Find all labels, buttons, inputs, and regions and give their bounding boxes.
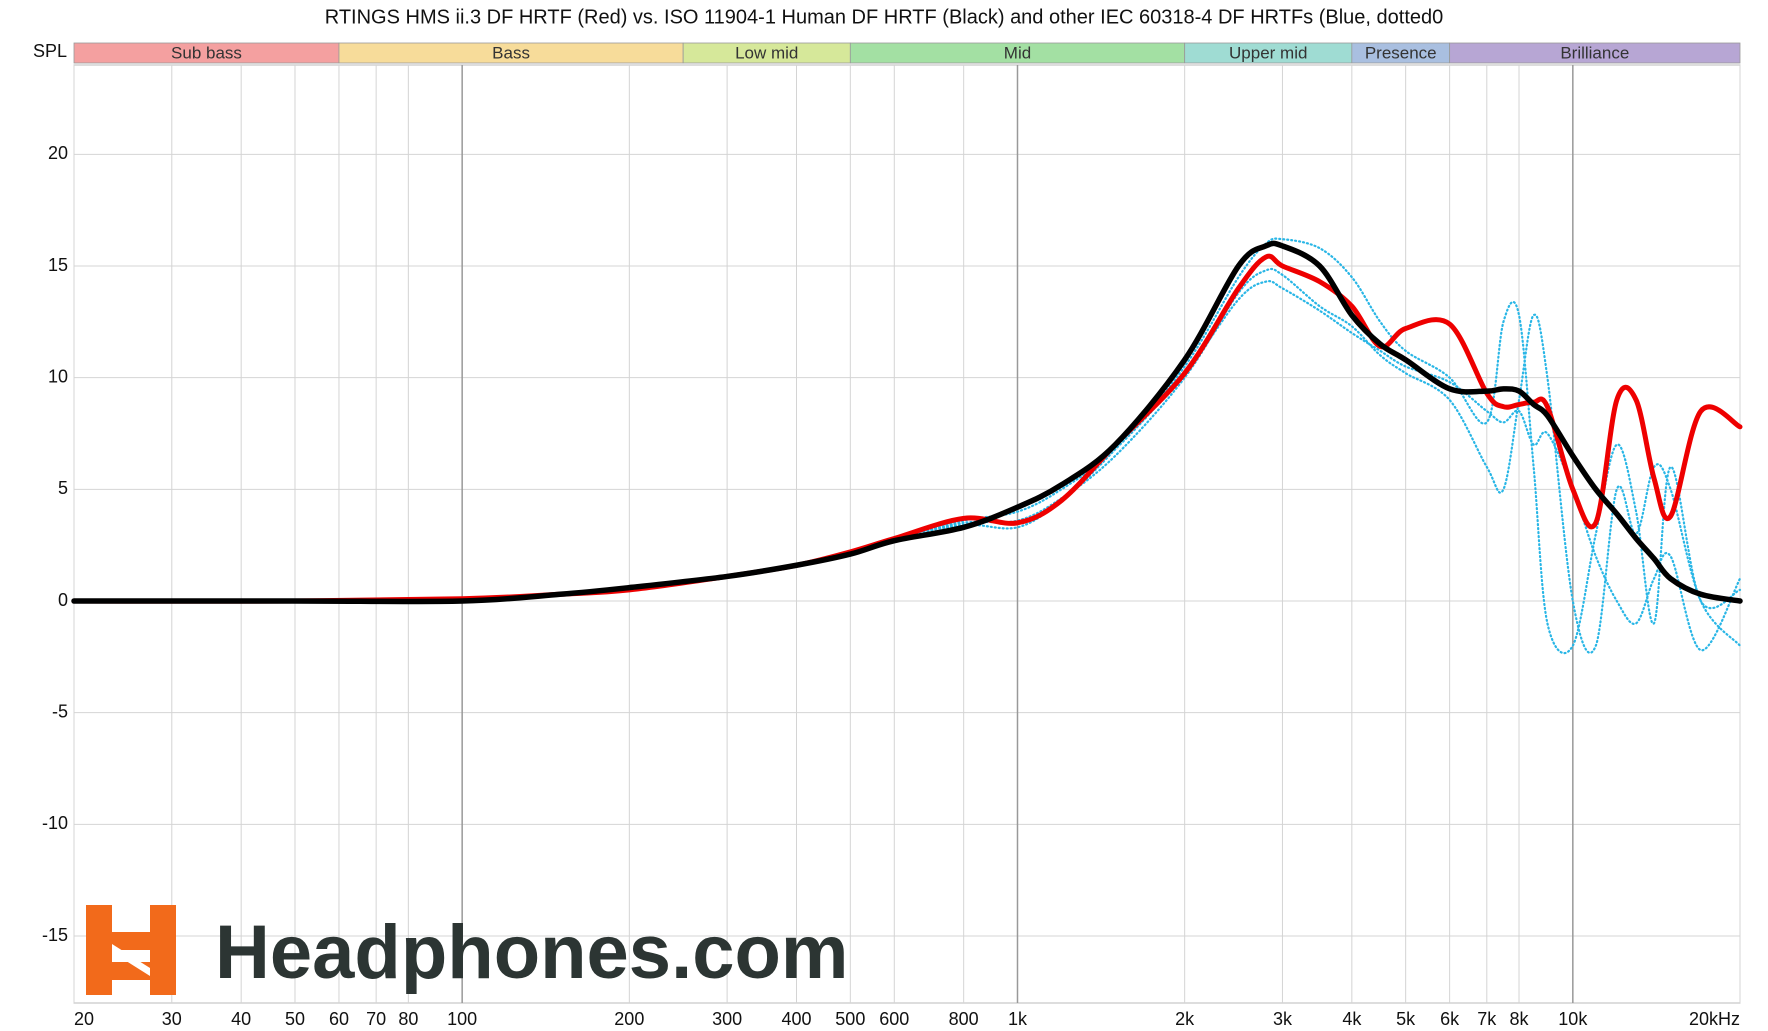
y-axis-label: SPL: [33, 41, 67, 61]
x-tick-label: 100: [447, 1009, 477, 1029]
y-tick-label: -15: [42, 925, 68, 945]
x-tick-label: 20: [74, 1009, 94, 1029]
x-tick-label: 200: [614, 1009, 644, 1029]
chart-title: RTINGS HMS ii.3 DF HRTF (Red) vs. ISO 11…: [325, 6, 1444, 28]
x-tick-label: 300: [712, 1009, 742, 1029]
band-label: Brilliance: [1560, 43, 1629, 62]
bands: Sub bass Bass Low mid Mid Upper mid Presence B…: [73, 42, 1741, 64]
series-line: [71, 240, 1743, 605]
band: [1449, 42, 1741, 64]
x-tick-label: 80: [398, 1009, 418, 1029]
x-tick-label: 70: [366, 1009, 386, 1029]
x-tick-label: 60: [329, 1009, 349, 1029]
x-tick-label: 3k: [1273, 1009, 1293, 1029]
x-tick-label: 8k: [1510, 1009, 1530, 1029]
band-label: Upper mid: [1229, 43, 1307, 62]
x-tick-label: 50: [285, 1009, 305, 1029]
y-tick-label: -10: [42, 813, 68, 833]
band-label: Sub bass: [171, 43, 242, 62]
x-tick-label: 6k: [1440, 1009, 1460, 1029]
x-tick-label: 10k: [1558, 1009, 1588, 1029]
x-tick-label: 2k: [1175, 1009, 1195, 1029]
y-tick-label: 10: [48, 366, 68, 386]
axis: -15 -10 -5 0 5 10 15 20 20 30 40 50 60 70 80 100 200 300 4…: [42, 143, 1740, 1029]
lines: [71, 237, 1743, 655]
watermark-logo: [86, 905, 176, 995]
x-tick-label: 500: [835, 1009, 865, 1029]
x-tick-label: 600: [879, 1009, 909, 1029]
watermark: Headphones.com: [215, 910, 848, 995]
band-label: Mid: [1004, 43, 1031, 62]
x-tick-label: 40: [231, 1009, 251, 1029]
band-label: Presence: [1365, 43, 1437, 62]
x-tick-label: 7k: [1477, 1009, 1497, 1029]
x-tick-label: 30: [162, 1009, 182, 1029]
y-tick-label: 0: [58, 590, 68, 610]
x-tick-label: 1k: [1008, 1009, 1028, 1029]
x-tick-label: 20kHz: [1689, 1009, 1740, 1029]
x-tick-label: 800: [949, 1009, 979, 1029]
x-tick-label: 4k: [1342, 1009, 1362, 1029]
series-line: [72, 237, 1742, 655]
band-label: Low mid: [735, 43, 798, 62]
y-tick-label: 20: [48, 143, 68, 163]
x-tick-label: 400: [781, 1009, 811, 1029]
band-label: Bass: [492, 43, 530, 62]
y-tick-label: 5: [58, 478, 68, 498]
y-tick-label: 15: [48, 255, 68, 275]
y-tick-label: -5: [52, 701, 68, 721]
x-tick-label: 5k: [1396, 1009, 1416, 1029]
